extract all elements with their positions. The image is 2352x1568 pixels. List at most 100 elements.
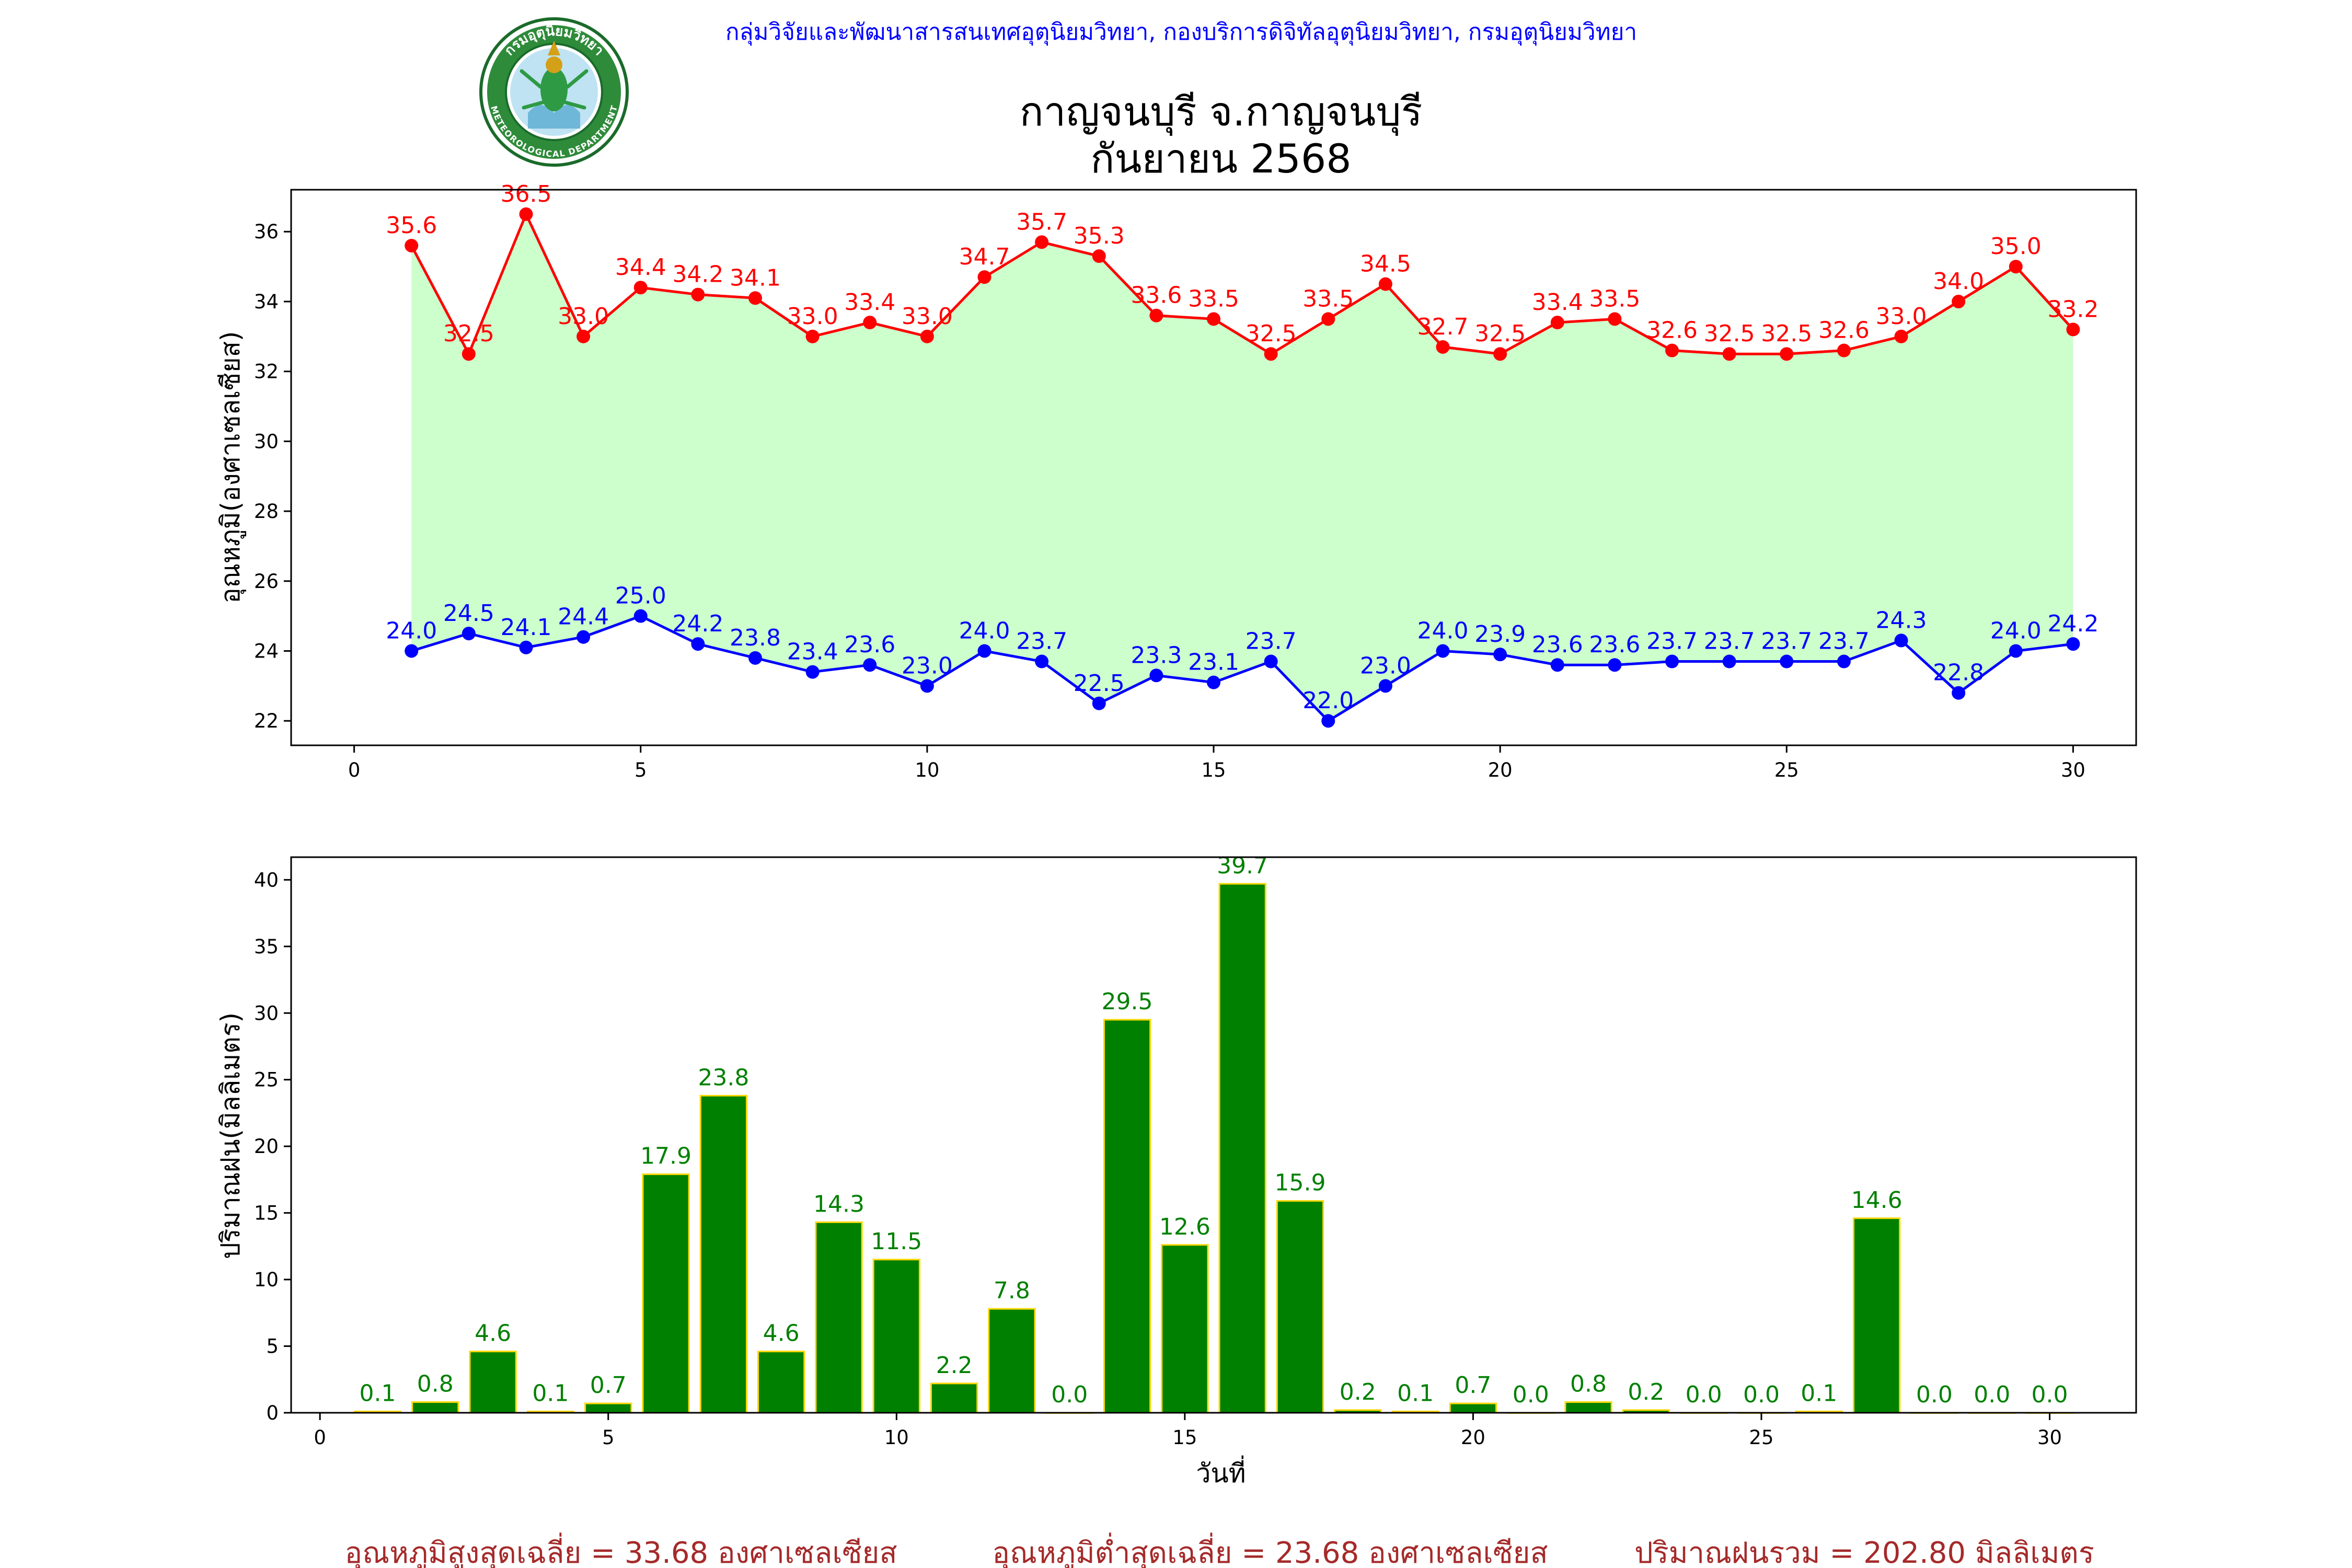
rainfall-data-label: 0.1 xyxy=(532,1380,569,1406)
rainfall-data-label: 0.0 xyxy=(1974,1381,2010,1408)
temperature-max-point xyxy=(1149,308,1163,322)
temperature-min-data-label: 24.0 xyxy=(1990,617,2042,644)
temperature-max-point xyxy=(1665,343,1679,358)
rainfall-panel: 0.1 0.8 4.6 0.1 0.7 17.9 23.8 4.6 14.3 11.5 2.2 7.8… xyxy=(215,852,2137,1489)
temperature-min-data-label: 24.0 xyxy=(959,617,1010,644)
temperature-max-line xyxy=(410,211,2074,358)
temperature-y-tick-label: 24 xyxy=(254,640,279,662)
temperature-min-data-label: 23.8 xyxy=(730,625,781,651)
temperature-min-data-label: 23.7 xyxy=(1704,628,1755,655)
rainfall-data-label: 0.7 xyxy=(1455,1372,1491,1399)
temperature-min-point xyxy=(1035,654,1049,668)
temperature-x-tick-label: 20 xyxy=(1488,759,1513,781)
temperature-min-point xyxy=(805,665,820,679)
temperature-min-point xyxy=(920,679,934,693)
rainfall-x-tick-label: 20 xyxy=(1461,1426,1485,1449)
temperature-max-data-label: 32.5 xyxy=(1474,320,1526,347)
temperature-max-point xyxy=(1550,316,1564,330)
temperature-min-line xyxy=(411,614,2073,723)
temperature-min-point xyxy=(748,651,762,665)
rainfall-data-label: 0.2 xyxy=(1340,1379,1376,1405)
credit-line: กลุ่มวิจัยและพัฒนาสารสนเทศอุตุนิยมวิทยา,… xyxy=(725,19,1637,46)
temperature-min-point xyxy=(1722,654,1736,668)
rainfall-bar xyxy=(872,1259,920,1414)
temperature-min-data-label: 24.3 xyxy=(1876,607,1927,633)
temperature-max-data-label: 32.5 xyxy=(443,320,494,347)
rainfall-data-label: 0.0 xyxy=(1743,1381,1780,1408)
temperature-max-data-label: 33.6 xyxy=(1131,282,1182,309)
temperature-panel: 35.632.536.533.034.4 34.2 34.133.033.433.0… xyxy=(215,181,2137,781)
temperature-max-point xyxy=(1952,294,1966,308)
temperature-lines-layer xyxy=(410,211,2074,723)
temperature-y-tick-label: 26 xyxy=(254,570,279,593)
temperature-max-data-label: 33.2 xyxy=(2047,296,2099,322)
footer-total-rain: ปริมาณฝนรวม = 202.80 มิลลิเมตร xyxy=(1634,1536,2094,1568)
rainfall-bar xyxy=(1449,1402,1497,1414)
temperature-min-point xyxy=(1436,644,1450,658)
rainfall-bar xyxy=(988,1308,1036,1414)
temperature-max-point xyxy=(519,207,533,221)
rainfall-data-label: 0.8 xyxy=(417,1371,454,1398)
temperature-max-point xyxy=(1092,249,1106,263)
rainfall-bar xyxy=(815,1221,863,1414)
rainfall-labels-layer: 0.1 0.8 4.6 0.1 0.7 17.9 23.8 4.6 14.3 11.5 2.2 7.8… xyxy=(359,852,2068,1408)
temperature-y-tick-label: 22 xyxy=(254,710,279,732)
temperature-max-data-label: 33.4 xyxy=(1532,289,1583,316)
temperature-max-data-label: 34.5 xyxy=(1360,251,1411,278)
rainfall-data-label: 0.1 xyxy=(1397,1380,1434,1406)
temperature-min-point xyxy=(405,644,419,658)
temperature-min-data-label: 24.2 xyxy=(2047,610,2099,637)
temperature-max-data-label: 33.0 xyxy=(558,303,609,330)
rainfall-x-tick-label: 15 xyxy=(1172,1426,1197,1449)
temperature-max-point xyxy=(1436,340,1450,354)
temperature-max-data-label: 32.5 xyxy=(1246,320,1297,347)
temperature-labels-layer: 35.632.536.533.034.4 34.2 34.133.033.433.0… xyxy=(386,181,2099,714)
rainfall-bar xyxy=(1852,1217,1901,1414)
temperature-min-point xyxy=(1837,654,1851,668)
rainfall-data-label: 0.7 xyxy=(590,1372,627,1399)
temperature-x-tick-label: 0 xyxy=(348,759,361,781)
rainfall-bar xyxy=(1218,883,1266,1414)
rainfall-y-tick-label: 30 xyxy=(254,1002,279,1024)
rainfall-bar xyxy=(1103,1019,1151,1414)
temperature-max-data-label: 32.6 xyxy=(1818,317,1870,344)
temperature-range-fill-layer xyxy=(411,214,2073,721)
temperature-min-data-label: 23.0 xyxy=(902,652,953,679)
temperature-max-point xyxy=(1722,347,1736,361)
temperature-min-point xyxy=(1894,633,1908,648)
temperature-max-point xyxy=(462,347,476,361)
temperature-min-point xyxy=(633,609,648,623)
temperature-max-data-label: 33.5 xyxy=(1188,285,1239,312)
rainfall-data-label: 0.1 xyxy=(359,1380,396,1406)
rainfall-data-label: 0.0 xyxy=(1916,1381,1953,1408)
temperature-min-data-label: 23.1 xyxy=(1188,649,1239,676)
temperature-max-point xyxy=(1378,277,1392,291)
temperature-max-data-label: 33.4 xyxy=(844,289,895,316)
rainfall-x-tick-label: 30 xyxy=(2037,1426,2062,1449)
rainfall-data-label: 0.8 xyxy=(1570,1371,1607,1398)
temperature-max-data-label: 32.6 xyxy=(1646,317,1698,344)
meteorological-department-logo: กรมอุตุนิยมวิทยา METEOROLOGICAL DEPARTME… xyxy=(479,17,629,167)
rainfall-data-label: 4.6 xyxy=(475,1320,511,1347)
rainfall-data-label: 0.2 xyxy=(1628,1379,1664,1405)
rainfall-x-tick-label: 0 xyxy=(314,1426,326,1449)
rainfall-y-tick-label: 15 xyxy=(254,1202,279,1225)
temperature-min-point xyxy=(462,627,476,641)
temperature-max-data-label: 34.0 xyxy=(1933,268,1984,295)
rainfall-x-tick-label: 25 xyxy=(1749,1426,1773,1449)
rainfall-bar xyxy=(930,1382,978,1414)
rainfall-y-axis-label: ปริมาณฝน(มิลลิเมตร) xyxy=(215,1012,246,1259)
rainfall-ticks-layer: 0 5 10 15 20 25 30 0 5 10 15 20 25 30 35 40 xyxy=(254,869,2062,1449)
rainfall-data-label: 0.0 xyxy=(1051,1381,1088,1408)
temperature-min-data-label: 23.7 xyxy=(1818,628,1870,655)
temperature-min-data-label: 22.8 xyxy=(1933,660,1984,686)
temperature-min-point xyxy=(2009,644,2023,658)
rainfall-y-tick-label: 0 xyxy=(266,1402,279,1424)
rainfall-bar xyxy=(411,1401,459,1414)
rainfall-bar xyxy=(1564,1401,1612,1414)
temperature-max-point xyxy=(2009,260,2023,274)
rainfall-bar xyxy=(1161,1244,1209,1414)
temperature-max-data-label: 35.6 xyxy=(386,212,437,239)
temperature-max-point xyxy=(977,270,991,284)
rainfall-y-tick-label: 20 xyxy=(254,1135,279,1158)
